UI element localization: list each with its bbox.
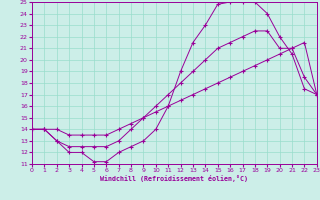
X-axis label: Windchill (Refroidissement éolien,°C): Windchill (Refroidissement éolien,°C): [100, 175, 248, 182]
